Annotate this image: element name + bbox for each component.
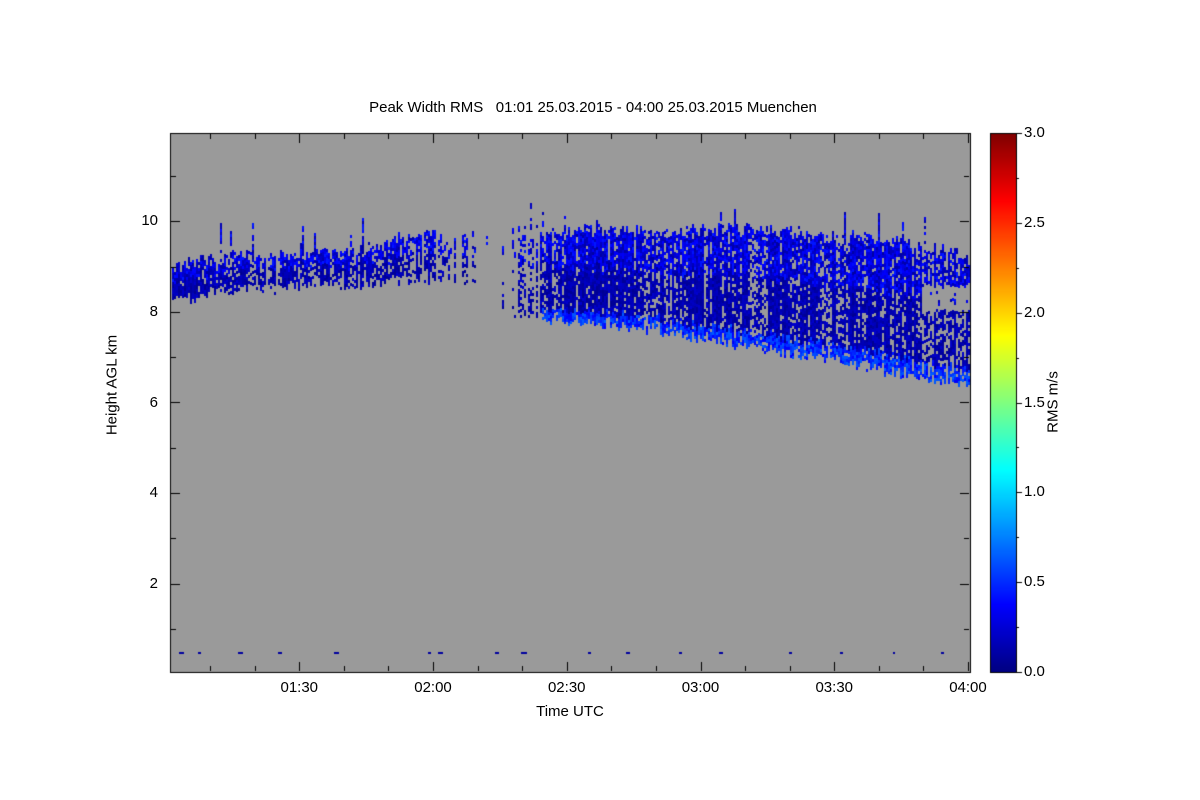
chart-title: Peak Width RMS 01:01 25.03.2015 - 04:00 … [369,99,817,116]
x-axis-label: Time UTC [536,703,604,720]
y-tick-label: 8 [149,302,158,320]
y-tick-label: 10 [141,212,158,230]
colorbar-label: RMS m/s [1044,371,1062,433]
colorbar-tick-label: 1.5 [1024,393,1045,411]
colorbar-tick-label: 0.0 [1024,663,1045,680]
x-tick-label: 03:00 [681,679,720,696]
x-tick-label: 04:00 [949,679,987,696]
y-tick-label: 6 [149,393,158,411]
y-tick-label: 4 [149,484,158,502]
x-tick-label: 02:00 [414,679,452,696]
x-tick-label: 02:30 [547,679,586,696]
colorbar-tick-label: 3.0 [1024,124,1045,141]
y-axis-label: Height AGL km [103,334,121,436]
colorbar-tick-label: 2.5 [1024,213,1045,231]
x-tick-label: 03:30 [815,679,854,696]
colorbar-tick-label: 2.0 [1024,303,1045,321]
x-tick-label: 01:30 [280,679,319,696]
colorbar-tick-label: 1.0 [1024,483,1045,501]
colorbar-tick-label: 0.5 [1024,573,1045,591]
y-tick-label: 2 [149,574,158,592]
